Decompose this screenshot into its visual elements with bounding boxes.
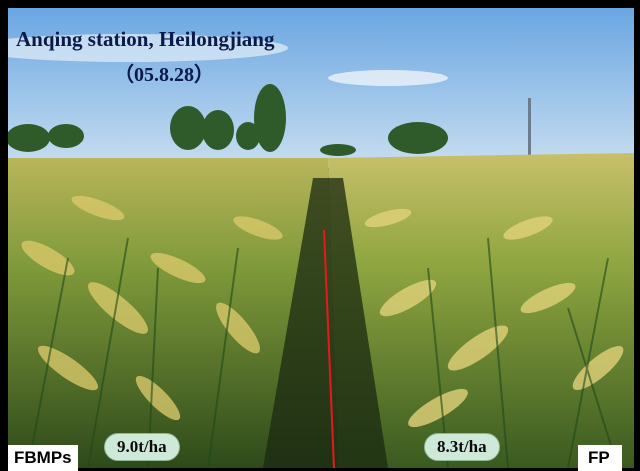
rice-field-photo bbox=[8, 8, 634, 468]
left-yield-badge: 9.0t/ha bbox=[104, 433, 180, 461]
left-treatment-label: FBMPs bbox=[8, 445, 78, 471]
furrow bbox=[263, 178, 388, 468]
right-treatment-label: FP bbox=[578, 445, 622, 471]
photo-date: （05.8.28） bbox=[114, 64, 214, 86]
right-rice-plot bbox=[328, 153, 634, 468]
divider-line bbox=[323, 229, 335, 468]
photo-title: Anqing station, Heilongjiang bbox=[16, 27, 275, 51]
right-yield-badge: 8.3t/ha bbox=[424, 433, 500, 461]
tree-line bbox=[8, 84, 531, 158]
